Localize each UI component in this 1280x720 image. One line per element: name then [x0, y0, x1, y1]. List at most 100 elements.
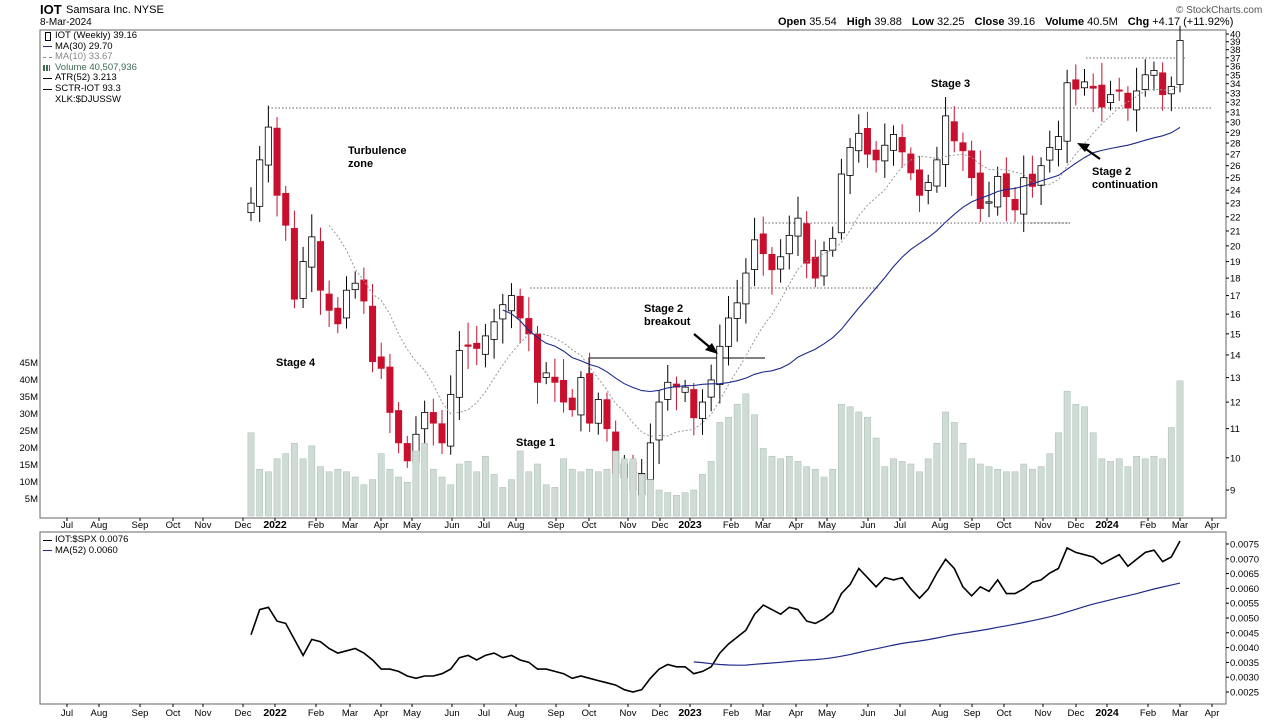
candle-body	[907, 153, 915, 174]
main-x-label: Apr	[1205, 520, 1220, 531]
main-legend-item: SCTR-IOT 93.3	[43, 83, 137, 95]
volume-bar	[855, 411, 863, 517]
price-tick-label: 21	[1230, 226, 1241, 237]
main-x-label: Sep	[132, 520, 149, 531]
volume-tick-label: 35M	[20, 392, 39, 403]
candle-body	[707, 379, 715, 398]
lower-x-label: May	[403, 708, 421, 719]
lower-legend-item: MA(52) 0.0060	[43, 545, 128, 557]
main-x-label: Mar	[342, 520, 358, 531]
candle-body	[447, 394, 455, 447]
candle-body	[273, 127, 281, 196]
volume-bar	[586, 468, 593, 517]
volume-bar	[725, 416, 732, 517]
main-x-label: Jun	[444, 520, 459, 531]
volume-bar	[638, 474, 646, 517]
candle-body	[395, 410, 403, 444]
lower-legend-text: IOT:$SPX 0.0076	[55, 534, 129, 545]
price-tick-label: 24	[1230, 186, 1241, 197]
volume-bar	[377, 453, 385, 517]
volume-bar	[317, 466, 324, 517]
ohlc-readout: Open 35.54 High 39.88 Low 32.25 Close 39…	[778, 16, 1233, 28]
candle-body	[377, 356, 385, 369]
candle-body	[325, 293, 333, 311]
candle-body	[1054, 136, 1062, 150]
price-tick-label: 20	[1230, 241, 1241, 252]
main-x-label: Apr	[374, 520, 389, 531]
rs-tick-label: 0.0055	[1230, 599, 1259, 610]
volume-bar	[1020, 463, 1028, 517]
volume-bar	[395, 476, 402, 517]
candle-body	[473, 342, 481, 349]
candle-body	[577, 377, 585, 416]
main-x-label: May	[818, 520, 836, 531]
volume-bar	[1029, 468, 1036, 517]
candle-body	[794, 217, 802, 237]
company-name: Samsara Inc. NYSE	[66, 4, 164, 16]
volume-bar	[872, 437, 880, 517]
volume-bar	[1124, 466, 1132, 517]
volume-bar	[690, 489, 698, 517]
lower-legend: IOT:$SPX 0.0076 MA(52) 0.0060	[43, 534, 129, 557]
volume-bar	[464, 461, 472, 517]
volume-bar	[534, 463, 541, 517]
rs-tick-label: 0.0065	[1230, 569, 1259, 580]
candle-body	[603, 399, 611, 430]
candle-body	[282, 192, 290, 226]
volume-bar	[1089, 432, 1097, 517]
volume-bar	[508, 479, 515, 517]
candle-body	[881, 144, 889, 162]
chg-label: Chg	[1127, 16, 1150, 28]
main-x-label: 2024	[1095, 519, 1119, 531]
main-x-label: Jul	[61, 520, 73, 531]
lower-x-label: Oct	[582, 708, 597, 719]
candle-body	[889, 134, 898, 151]
volume-bar	[1002, 471, 1010, 517]
price-tick-label: 40	[1230, 30, 1241, 41]
volume-bar	[334, 468, 342, 517]
price-tick-label: 35	[1230, 70, 1241, 81]
rs-tick-label: 0.0075	[1230, 539, 1259, 550]
main-x-label: May	[403, 520, 421, 531]
volume-bar	[794, 461, 802, 517]
candle-body	[247, 202, 255, 213]
lower-x-label: Oct	[997, 708, 1012, 719]
lower-x-label: 2023	[678, 707, 702, 719]
price-tick-label: 17	[1230, 291, 1241, 302]
candle-body	[863, 128, 871, 155]
main-x-label: Feb	[308, 520, 324, 531]
volume-bar	[264, 471, 272, 517]
main-x-label: Mar	[755, 520, 771, 531]
main-legend-item: MA(30) 29.70	[43, 41, 137, 53]
volume-tick-label: 15M	[20, 460, 39, 471]
chg-value: +4.17 (+11.92%)	[1152, 16, 1234, 28]
candle-body	[1150, 70, 1158, 76]
annotation-stage-2-continuation: Stage 2 continuation	[1092, 166, 1158, 191]
lower-x-label: Jun	[444, 708, 459, 719]
main-legend-item: ATR(52) 3.213	[43, 73, 137, 84]
lower-x-label: Oct	[166, 708, 181, 719]
main-x-label: Nov	[195, 520, 212, 531]
volume-bar	[1107, 461, 1114, 517]
volume-tick-label: 5M	[25, 494, 38, 505]
candle-body	[507, 295, 515, 312]
main-x-label: Feb	[1140, 520, 1156, 531]
price-tick-label: 39	[1230, 37, 1241, 48]
main-legend-swatch	[43, 65, 50, 72]
lower-x-label: Dec	[1068, 708, 1085, 719]
main-x-label: Aug	[508, 520, 525, 531]
price-tick-label: 13	[1230, 373, 1241, 384]
main-legend-swatch	[43, 78, 52, 80]
candle-body	[1098, 84, 1106, 108]
main-panel-frame	[39, 29, 1227, 519]
candle-body	[1080, 81, 1089, 89]
candle-body	[950, 121, 958, 142]
lower-x-label: Aug	[932, 708, 949, 719]
candle-body	[985, 201, 993, 204]
volume-bar	[568, 468, 576, 517]
volume-bar	[707, 461, 715, 517]
candle-body	[846, 147, 854, 176]
candle-body	[1011, 198, 1019, 211]
volume-bar	[308, 445, 316, 517]
volume-bar	[282, 453, 290, 517]
